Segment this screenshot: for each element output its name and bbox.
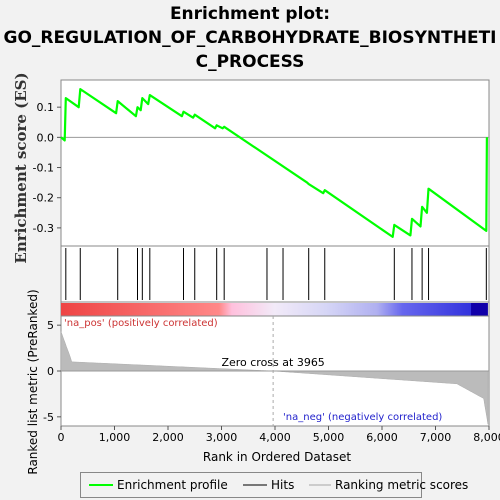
- metric-ytick-label: -5: [43, 411, 54, 424]
- metric-panel: Zero cross at 3965 'na_pos' (positively c…: [43, 316, 500, 444]
- x-tick-label: 0: [58, 431, 65, 444]
- hits-area: [61, 246, 489, 302]
- legend-metric-swatch: [309, 484, 331, 486]
- es-ytick-label: 0.1: [37, 101, 55, 114]
- rank-colorbar-panel: [61, 302, 489, 316]
- es-axis-label: Enrichment score (ES): [12, 72, 30, 263]
- x-tick-label: 4,000: [259, 431, 291, 444]
- x-tick-label: 2,000: [152, 431, 184, 444]
- rank-colorbar: [61, 303, 488, 316]
- pos-correlated-label: 'na_pos' (positively correlated): [64, 318, 218, 329]
- x-tick-label: 8,000: [473, 431, 500, 444]
- metric-axis-label: Ranked list metric (PreRanked): [26, 289, 40, 474]
- legend-hits-label: Hits: [271, 478, 294, 492]
- legend-profile-label: Enrichment profile: [117, 478, 228, 492]
- zero-cross-label: Zero cross at 3965: [221, 356, 324, 369]
- legend: Enrichment profile Hits Ranking metric s…: [80, 472, 422, 498]
- es-panel: 0.1 0.0 -0.1 -0.2 -0.3: [33, 80, 489, 246]
- es-ytick-label: -0.1: [33, 162, 54, 175]
- es-ytick-label: -0.2: [33, 192, 54, 205]
- x-tick-label: 5,000: [313, 431, 345, 444]
- neg-correlated-label: 'na_neg' (negatively correlated): [283, 412, 442, 423]
- legend-metric-label: Ranking metric scores: [335, 478, 468, 492]
- metric-ytick-label: 5: [47, 319, 54, 332]
- legend-hits-line: [243, 484, 267, 486]
- hits-panel: [61, 246, 489, 302]
- x-axis-label: Rank in Ordered Dataset: [203, 450, 351, 464]
- x-tick-label: 6,000: [366, 431, 398, 444]
- es-ytick-label: 0.0: [37, 131, 55, 144]
- x-tick-label: 1,000: [99, 431, 131, 444]
- x-tick-label: 3,000: [206, 431, 238, 444]
- x-tick-label: 7,000: [420, 431, 452, 444]
- es-ytick-label: -0.3: [33, 222, 54, 235]
- legend-profile-line: [89, 484, 113, 486]
- es-plot-area: [61, 80, 489, 246]
- metric-ytick-label: 0: [47, 365, 54, 378]
